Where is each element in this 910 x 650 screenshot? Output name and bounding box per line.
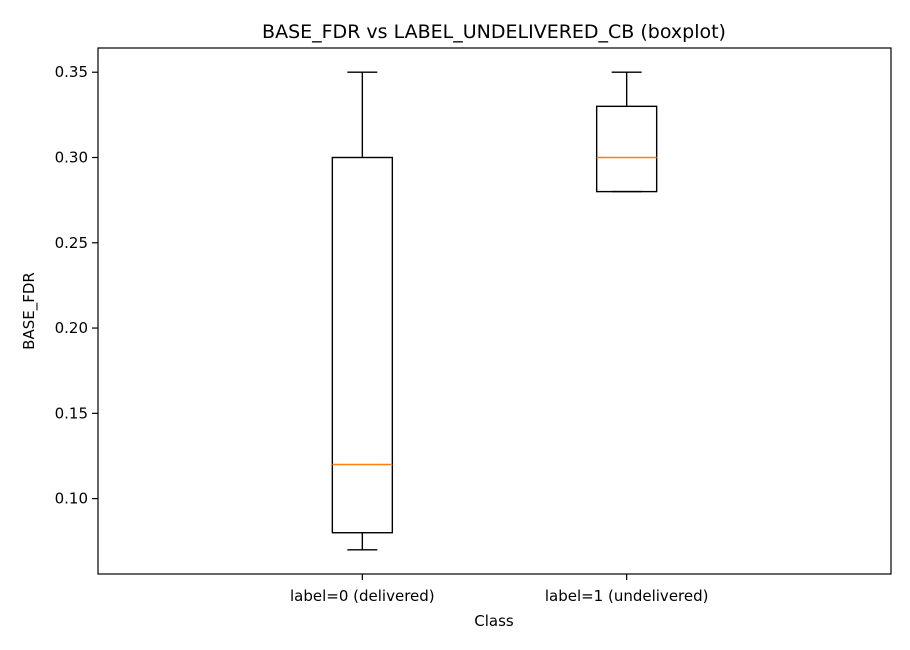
y-tick-label: 0.30 <box>55 148 88 166</box>
chart-title: BASE_FDR vs LABEL_UNDELIVERED_CB (boxplo… <box>262 21 726 43</box>
box-series <box>331 71 658 551</box>
x-axis-ticks: label=0 (delivered) label=1 (undelivered) <box>290 574 708 605</box>
y-axis-label: BASE_FDR <box>20 272 39 350</box>
y-tick-label: 0.10 <box>55 490 88 508</box>
y-axis-ticks: 0.10 0.15 0.20 0.25 0.30 0.35 <box>55 63 98 508</box>
iqr-box <box>595 105 658 193</box>
y-tick-label: 0.25 <box>55 234 88 252</box>
x-axis-label: Class <box>474 612 514 630</box>
box-group <box>595 71 658 193</box>
x-tick-label: label=0 (delivered) <box>290 587 435 605</box>
box-group <box>331 71 394 551</box>
iqr-box <box>331 156 394 534</box>
y-tick-label: 0.20 <box>55 319 88 337</box>
y-tick-label: 0.15 <box>55 404 88 422</box>
x-tick-label: label=1 (undelivered) <box>545 587 709 605</box>
y-tick-label: 0.35 <box>55 63 88 81</box>
plot-area <box>97 47 892 575</box>
